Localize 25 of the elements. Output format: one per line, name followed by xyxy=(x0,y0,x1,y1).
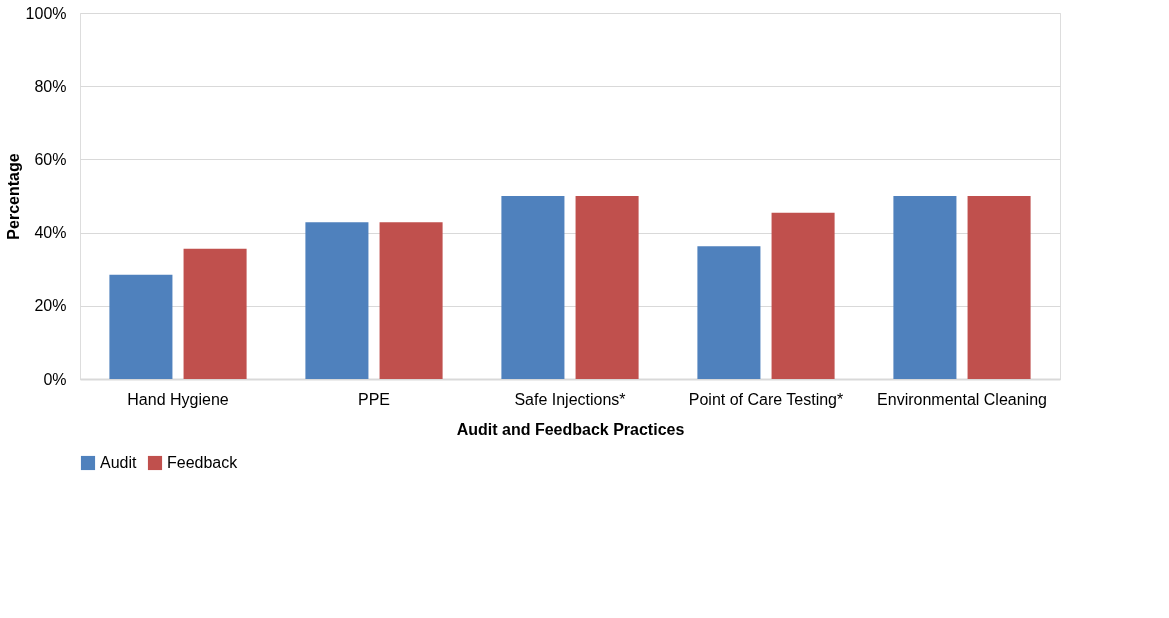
y-tick-label: 40% xyxy=(34,224,67,242)
y-tick-label: 80% xyxy=(34,77,67,95)
x-tick-label: Safe Injections* xyxy=(514,390,626,408)
bar xyxy=(697,246,761,379)
x-axis-title: Audit and Feedback Practices xyxy=(456,420,685,438)
bar xyxy=(575,196,639,379)
x-tick-label: PPE xyxy=(357,390,391,408)
bar xyxy=(501,196,565,379)
bar xyxy=(305,222,369,379)
bar xyxy=(183,248,247,379)
y-tick-label: 60% xyxy=(34,150,67,168)
x-tick-label: Hand Hygiene xyxy=(127,390,229,408)
y-axis-title: Percentage xyxy=(4,153,22,240)
legend-label: Feedback xyxy=(167,454,239,471)
legend-label: Audit xyxy=(100,454,138,471)
bar xyxy=(967,196,1031,379)
y-tick-label: 100% xyxy=(25,4,67,22)
y-tick-label: 0% xyxy=(43,370,67,388)
y-tick-label: 20% xyxy=(34,297,67,315)
x-tick-label: Environmental Cleaning xyxy=(877,390,1047,408)
bar xyxy=(109,274,173,379)
bar xyxy=(893,196,957,379)
x-tick-label: Point of Care Testing* xyxy=(688,390,844,408)
bar xyxy=(379,222,443,379)
bar xyxy=(771,212,835,379)
